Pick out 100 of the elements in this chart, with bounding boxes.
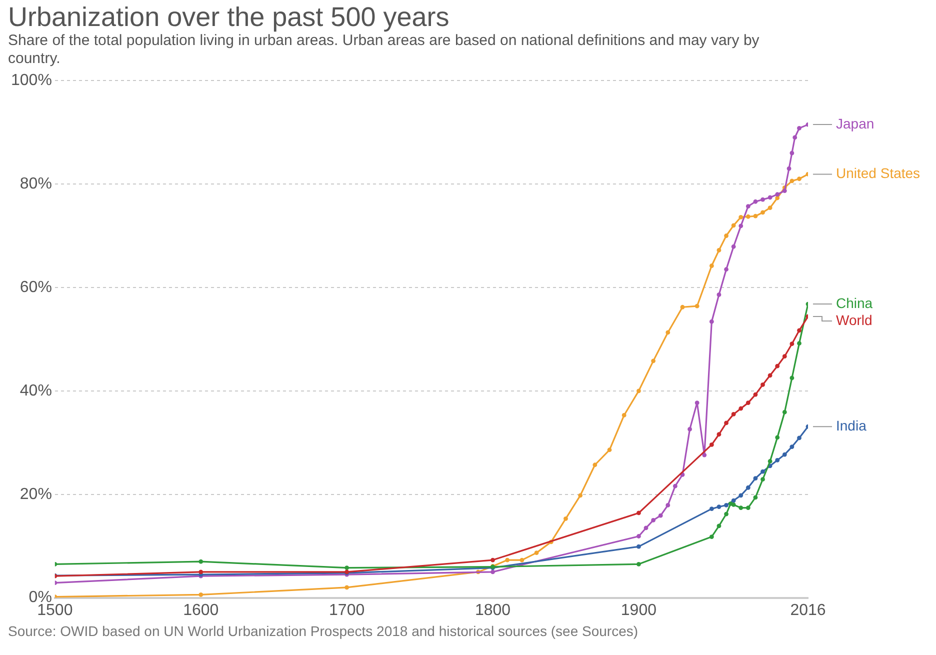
point	[731, 498, 736, 503]
point	[694, 304, 700, 308]
point	[760, 469, 765, 474]
point	[738, 214, 744, 220]
point	[738, 224, 744, 228]
point	[724, 503, 728, 508]
series-label: India	[836, 417, 867, 434]
point	[490, 558, 495, 562]
point	[702, 452, 707, 458]
point	[760, 197, 765, 202]
point	[694, 400, 700, 406]
y-tick-label: 60%	[20, 278, 52, 296]
point	[782, 452, 787, 457]
series-label: United States	[836, 165, 920, 182]
point	[768, 195, 772, 200]
point	[680, 304, 685, 310]
point	[716, 524, 722, 528]
point	[753, 199, 758, 204]
point	[592, 462, 598, 468]
point	[797, 176, 802, 182]
point	[731, 244, 736, 249]
point	[746, 485, 750, 490]
point	[651, 518, 656, 522]
point	[716, 432, 722, 437]
point	[716, 292, 722, 297]
point	[790, 150, 794, 156]
point	[636, 388, 641, 394]
point	[775, 458, 780, 462]
chart-title: Urbanization over the past 500 years	[8, 2, 450, 32]
point	[564, 516, 568, 521]
point	[724, 420, 728, 426]
point	[688, 426, 692, 432]
point	[738, 406, 744, 411]
point	[782, 354, 787, 358]
source-note: Source: OWID based on UN World Urbanization Prospects 2018 and historical sources (see Sources)	[8, 623, 640, 639]
point	[724, 512, 728, 516]
point	[790, 178, 794, 184]
point	[636, 510, 641, 516]
point	[790, 342, 794, 346]
x-tick-label: 2016	[790, 602, 826, 619]
point	[198, 570, 204, 574]
point	[666, 503, 670, 508]
point	[636, 562, 641, 566]
point	[797, 341, 802, 346]
point	[731, 502, 736, 507]
point	[709, 264, 714, 268]
point	[753, 476, 758, 481]
point	[622, 413, 626, 418]
series-label: China	[836, 294, 873, 311]
series-label: Japan	[836, 115, 874, 132]
point	[738, 493, 744, 498]
point	[724, 267, 728, 272]
point	[746, 214, 750, 219]
point	[505, 558, 510, 562]
point	[790, 376, 794, 380]
point	[746, 400, 750, 406]
y-tick-label: 20%	[20, 486, 52, 503]
point	[716, 248, 722, 252]
point	[782, 410, 787, 414]
point	[709, 319, 714, 324]
y-tick-label: 40%	[20, 382, 52, 400]
point	[786, 166, 792, 171]
point	[607, 448, 612, 452]
point	[636, 544, 641, 549]
point	[792, 135, 798, 140]
point	[797, 126, 802, 130]
point	[344, 585, 350, 590]
point	[644, 526, 648, 530]
point	[760, 210, 765, 215]
point	[797, 328, 802, 333]
point	[753, 495, 758, 500]
x-tick-label: 1500	[37, 602, 73, 619]
point	[716, 504, 722, 509]
point	[534, 550, 539, 556]
point	[578, 493, 583, 498]
point	[666, 330, 670, 335]
point	[746, 204, 750, 208]
point	[709, 442, 714, 447]
point	[344, 566, 350, 570]
x-tick-label: 1800	[474, 602, 511, 619]
point	[768, 459, 772, 464]
series-label: World	[836, 312, 872, 328]
point	[731, 223, 736, 228]
point	[797, 436, 802, 440]
point	[775, 364, 780, 368]
point	[731, 412, 736, 416]
point	[198, 592, 204, 597]
point	[746, 506, 750, 510]
x-tick-label: 1900	[620, 602, 657, 619]
x-tick-label: 1700	[329, 602, 365, 619]
point	[709, 506, 714, 512]
point	[775, 435, 780, 440]
point	[790, 444, 794, 449]
point	[636, 534, 641, 538]
point	[520, 558, 524, 562]
point	[753, 214, 758, 218]
chart-subtitle: Share of the total population living in urban areas. Urban areas are based on national definitions and may vary by country.	[8, 32, 760, 68]
point	[760, 382, 765, 387]
x-tick-label: 1600	[183, 602, 219, 619]
point	[760, 477, 765, 482]
